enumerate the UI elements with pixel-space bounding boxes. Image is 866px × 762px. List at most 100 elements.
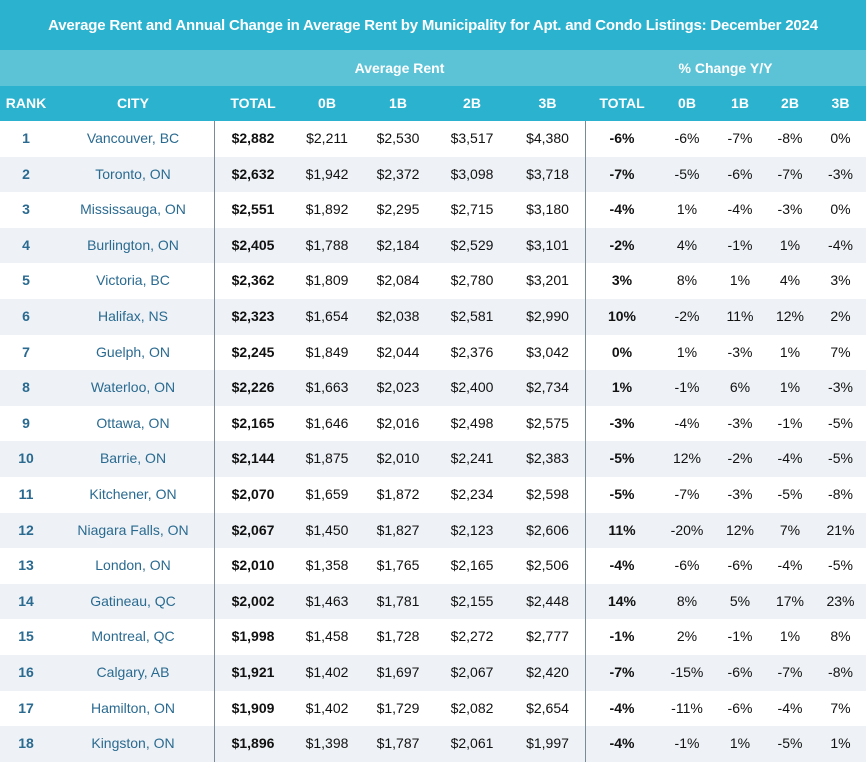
cell-pct-3b: -8%: [828, 485, 853, 502]
cell-avg-total: $1,909: [231, 699, 275, 716]
cell-pct-2b: -5%: [777, 485, 803, 502]
cell-avg-total: $1,896: [231, 735, 275, 752]
cell-avg-total: $2,226: [231, 379, 275, 396]
cell-pct-1b: -4%: [727, 201, 753, 218]
cell-avg-total: $2,245: [231, 343, 275, 360]
table-row: 11 Kitchener, ON $2,070 $1,659 $1,872 $2,234 $…: [0, 477, 866, 513]
cell-pct-1b: 6%: [729, 379, 751, 396]
cell-pct-0b: -4%: [674, 414, 700, 431]
cell-pct-total: -7%: [609, 165, 635, 182]
table-row: 2 Toronto, ON $2,632 $1,942 $2,372 $3,098 $3,7…: [0, 156, 866, 193]
cell-pct-total: 10%: [607, 307, 637, 324]
cell-city: Montreal, QC: [91, 628, 175, 645]
cell-avg-1b: $1,787: [376, 735, 420, 752]
cell-avg-3b: $2,654: [526, 699, 569, 716]
cell-city: Toronto, ON: [95, 165, 171, 182]
cell-avg-1b: $1,781: [376, 592, 420, 609]
cell-pct-1b: -3%: [727, 485, 753, 502]
cell-city: Niagara Falls, ON: [77, 521, 189, 538]
cell-avg-2b: $2,498: [450, 414, 494, 431]
cell-rank: 8: [22, 379, 30, 396]
cell-avg-0b: $1,402: [305, 663, 349, 680]
cell-avg-2b: $2,067: [450, 663, 494, 680]
cell-avg-total: $2,070: [231, 485, 275, 502]
column-header-pct-1b: 1B: [731, 95, 749, 111]
cell-pct-2b: 17%: [775, 592, 805, 609]
cell-pct-3b: 23%: [826, 592, 855, 609]
cell-city: Ottawa, ON: [96, 414, 170, 431]
cell-city: Burlington, ON: [87, 236, 179, 253]
cell-avg-0b: $1,663: [305, 379, 349, 396]
cell-pct-3b: -4%: [828, 236, 853, 253]
cell-avg-3b: $2,777: [526, 628, 569, 645]
cell-rank: 17: [18, 699, 34, 716]
cell-avg-0b: $1,875: [305, 450, 349, 467]
cell-avg-1b: $2,044: [376, 343, 420, 360]
column-header-pct-total: TOTAL: [599, 95, 645, 111]
cell-pct-total: -5%: [609, 485, 635, 502]
cell-pct-total: -4%: [609, 557, 635, 574]
cell-pct-total: -2%: [609, 236, 635, 253]
cell-avg-3b: $2,606: [526, 521, 569, 538]
cell-pct-3b: 3%: [830, 272, 851, 289]
cell-avg-1b: $2,038: [376, 307, 420, 324]
table-row: 12 Niagara Falls, ON $2,067 $1,450 $1,827 $2,…: [0, 512, 866, 549]
cell-city: Halifax, NS: [97, 307, 169, 324]
cell-pct-0b: -2%: [674, 307, 700, 324]
cell-rank: 9: [22, 414, 30, 431]
table-row: 17 Hamilton, ON $1,909 $1,402 $1,729 $2,082 $2…: [0, 691, 866, 727]
cell-rank: 2: [22, 165, 30, 182]
cell-pct-2b: 7%: [779, 521, 801, 538]
cell-rank: 15: [18, 628, 34, 645]
cell-city: Hamilton, ON: [90, 699, 176, 716]
cell-avg-0b: $2,211: [306, 130, 348, 146]
cell-avg-1b: $2,372: [376, 165, 420, 182]
cell-pct-2b: -4%: [777, 557, 803, 574]
cell-pct-0b: -6%: [674, 557, 700, 574]
cell-pct-1b: -7%: [727, 130, 753, 146]
cell-avg-3b: $2,420: [526, 663, 569, 680]
cell-avg-2b: $2,581: [450, 307, 494, 324]
table-body: 1 Vancouver, BC $2,882 $2,211 $2,530 $3,517 $4…: [0, 121, 866, 762]
cell-pct-0b: 1%: [676, 201, 698, 218]
cell-avg-2b: $3,517: [450, 130, 494, 146]
cell-pct-total: -4%: [609, 201, 635, 218]
cell-pct-total: 3%: [611, 272, 633, 289]
cell-rank: 13: [18, 557, 34, 574]
cell-pct-0b: 8%: [676, 272, 698, 289]
table-row: 4 Burlington, ON $2,405 $1,788 $2,184 $2,529 $…: [0, 227, 866, 264]
cell-avg-1b: $1,827: [376, 521, 420, 538]
group-header-pct-change: % Change Y/Y: [678, 60, 773, 76]
cell-pct-total: -4%: [609, 699, 635, 716]
cell-pct-2b: -7%: [777, 663, 803, 680]
cell-pct-2b: -5%: [777, 735, 803, 752]
cell-pct-0b: 12%: [672, 450, 702, 467]
cell-avg-2b: $2,780: [450, 272, 494, 289]
cell-avg-1b: $2,084: [376, 272, 420, 289]
cell-rank: 1: [22, 130, 30, 146]
cell-rank: 3: [22, 201, 30, 218]
cell-avg-total: $2,632: [231, 165, 275, 182]
cell-avg-total: $2,002: [231, 592, 275, 609]
column-header-avg-3b: 3B: [538, 95, 557, 111]
table-row: 1 Vancouver, BC $2,882 $2,211 $2,530 $3,517 $4…: [0, 121, 866, 157]
cell-avg-1b: $2,184: [376, 236, 420, 253]
cell-pct-1b: -6%: [727, 663, 753, 680]
cell-avg-3b: $2,598: [526, 485, 569, 502]
cell-pct-3b: 0%: [830, 130, 851, 146]
cell-pct-3b: 1%: [830, 735, 851, 752]
cell-avg-1b: $2,530: [376, 130, 420, 146]
cell-pct-2b: 1%: [779, 343, 801, 360]
cell-pct-3b: 21%: [826, 521, 855, 538]
cell-pct-0b: 1%: [676, 343, 698, 360]
cell-rank: 5: [22, 272, 30, 289]
cell-avg-2b: $2,529: [450, 236, 494, 253]
cell-pct-3b: 0%: [830, 201, 851, 218]
table-row: 10 Barrie, ON $2,144 $1,875 $2,010 $2,241 $2,3…: [0, 441, 866, 477]
cell-pct-total: -1%: [609, 628, 635, 645]
column-header-avg-total: TOTAL: [230, 95, 276, 111]
cell-avg-2b: $2,400: [450, 379, 494, 396]
column-header-bar: RANK CITY TOTAL 0B 1B 2B 3B TOTAL 0B 1B 2B 3B: [0, 86, 866, 121]
cell-avg-3b: $1,997: [526, 735, 569, 752]
